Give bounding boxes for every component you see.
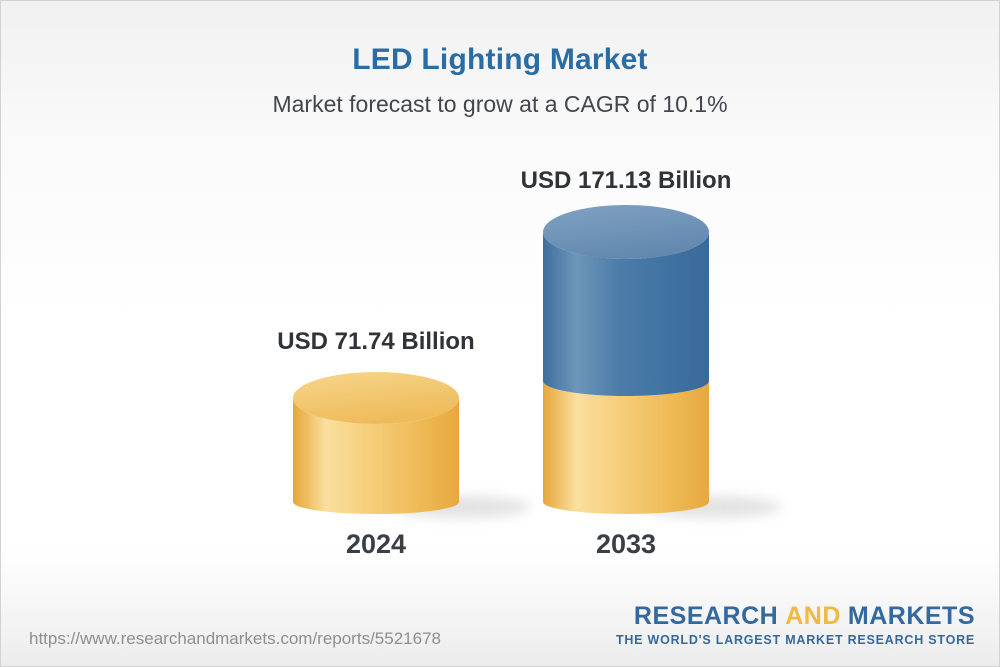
bar-2024-value-label: USD 71.74 Billion [277,328,475,355]
logo-word-and: AND [785,602,841,630]
bar-2024-category-label: 2024 [345,529,407,559]
bar-2033-category-label: 2033 [595,529,657,559]
logo-word-research: RESEARCH [633,602,779,630]
page-subtitle: Market forecast to grow at a CAGR of 10.… [272,91,728,117]
bar-2033-growth-segment [543,232,709,396]
logo-tagline: THE WORLD'S LARGEST MARKET RESEARCH STOR… [615,632,975,647]
bar-2033-value-label: USD 171.13 Billion [520,167,732,194]
bar-2033-cylinder [543,205,709,514]
logo-wordmark: RESEARCH AND MARKETS [633,602,975,631]
bar-2033-base-segment [543,381,709,514]
research-and-markets-logo: RESEARCH AND MARKETS THE WORLD'S LARGEST M… [615,602,975,647]
chart-header: LED Lighting Market Market forecast to g… [1,1,999,118]
bar-2024-cylinder [293,372,459,514]
report-url: https://www.researchandmarkets.com/repor… [29,629,441,648]
logo-word-markets: MARKETS [847,602,975,630]
page-title: LED Lighting Market [352,43,648,76]
